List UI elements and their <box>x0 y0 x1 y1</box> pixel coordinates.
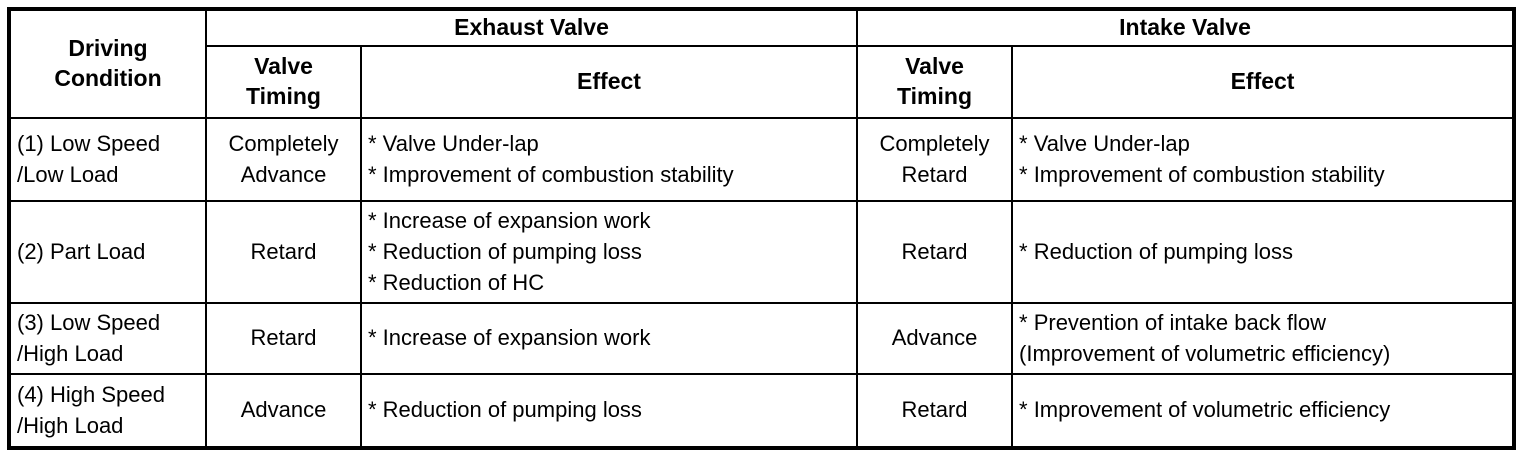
header-intake-valve-timing: Valve Timing <box>856 44 1014 119</box>
header-exhaust-valve-timing: Valve Timing <box>205 44 362 119</box>
header-exhaust-effect: Effect <box>359 44 859 119</box>
cell-driving-condition: (1) Low Speed /Low Load <box>8 116 207 202</box>
header-group-row: Driving Condition Exhaust Valve Intake V… <box>8 8 1516 119</box>
cell-intake-effect: * Valve Under-lap * Improvement of combu… <box>1011 116 1516 202</box>
cell-driving-condition: (4) High Speed /High Load <box>8 372 207 449</box>
cell-intake-valve-timing: Retard <box>856 372 1014 449</box>
header-exhaust-valve: Exhaust Valve <box>204 8 859 47</box>
cell-exhaust-effect: * Reduction of pumping loss <box>359 372 859 449</box>
cell-intake-valve-timing: Completely Retard <box>856 116 1014 202</box>
cell-intake-effect: * Prevention of intake back flow (Improv… <box>1011 301 1516 375</box>
header-driving-condition: Driving Condition <box>8 8 207 119</box>
cell-exhaust-effect: * Increase of expansion work <box>359 301 859 375</box>
table-row: (1) Low Speed /Low Load Completely Advan… <box>8 116 1516 202</box>
cell-exhaust-valve-timing: Advance <box>205 372 362 449</box>
valve-timing-table: Driving Condition Exhaust Valve Intake V… <box>7 7 1517 450</box>
table-row: (3) Low Speed /High Load Retard * Increa… <box>8 301 1516 375</box>
cell-exhaust-valve-timing: Retard <box>205 301 362 375</box>
cell-intake-valve-timing: Retard <box>856 199 1014 304</box>
header-sub-row: Valve Timing Effect Valve Timing Effect <box>9 44 1516 119</box>
cell-driving-condition: (2) Part Load <box>8 199 207 304</box>
cell-intake-effect: * Improvement of volumetric efficiency <box>1011 372 1516 449</box>
cell-exhaust-effect: * Valve Under-lap * Improvement of combu… <box>359 116 859 202</box>
table-row: (2) Part Load Retard * Increase of expan… <box>8 199 1516 304</box>
cell-exhaust-effect: * Increase of expansion work * Reduction… <box>359 199 859 304</box>
cell-driving-condition: (3) Low Speed /High Load <box>8 301 207 375</box>
table-row: (4) High Speed /High Load Advance * Redu… <box>8 372 1516 449</box>
header-intake-effect: Effect <box>1011 44 1516 119</box>
cell-exhaust-valve-timing: Retard <box>205 199 362 304</box>
cell-intake-valve-timing: Advance <box>856 301 1014 375</box>
header-intake-valve: Intake Valve <box>856 8 1516 47</box>
cell-exhaust-valve-timing: Completely Advance <box>205 116 362 202</box>
cell-intake-effect: * Reduction of pumping loss <box>1011 199 1516 304</box>
